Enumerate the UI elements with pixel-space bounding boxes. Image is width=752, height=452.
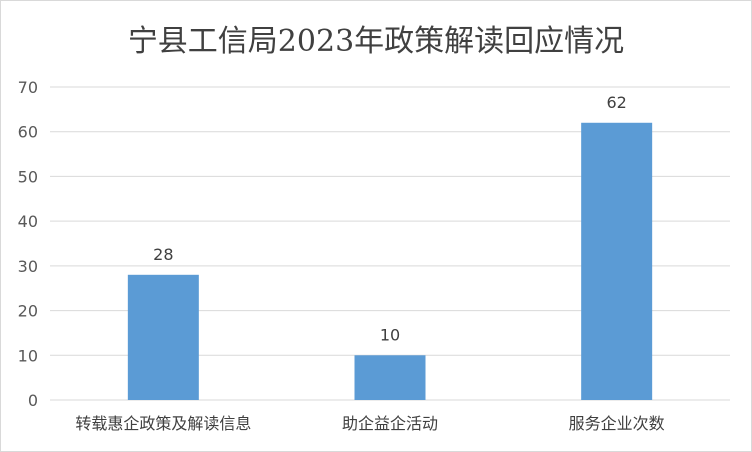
y-tick-label: 70 [18,78,38,97]
data-label: 62 [606,93,626,112]
y-tick-label: 30 [18,257,38,276]
bar [127,274,199,400]
chart-title: 宁县工信局2023年政策解读回应情况 [127,24,625,59]
y-tick-label: 10 [18,346,38,365]
y-tick-label: 40 [18,212,38,231]
y-tick-label: 60 [18,123,38,142]
data-label: 10 [380,325,400,344]
y-tick-label: 0 [28,391,38,410]
x-tick-label: 助企益企活动 [342,414,438,433]
y-tick-label: 50 [18,167,38,186]
bar [581,122,653,401]
x-tick-label: 转载惠企政策及解读信息 [75,414,251,433]
bar [354,355,426,400]
y-tick-label: 20 [18,302,38,321]
x-tick-label: 服务企业次数 [569,414,665,433]
data-label: 28 [153,245,173,264]
